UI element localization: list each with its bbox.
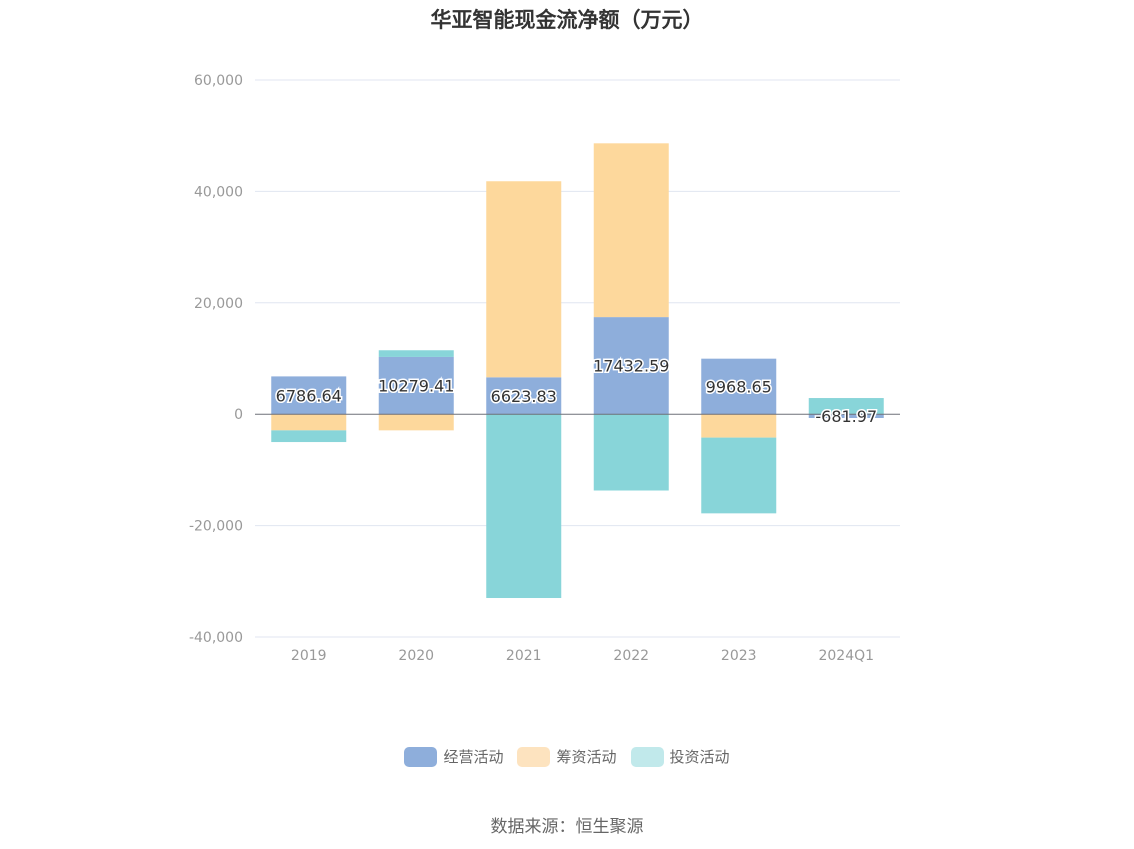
data-labels: 6786.64 10279.41 6623.83 17432.59 9968.65 -68… [274, 355, 878, 428]
legend-item[interactable]: 投资活动 [630, 746, 730, 767]
bar-segment [808, 414, 884, 418]
bar-segment [271, 414, 347, 431]
data-label: 6786.64 [276, 386, 342, 405]
bar-segment [593, 317, 669, 415]
y-tick-label: -20,000 [189, 519, 243, 535]
bar-segment [808, 398, 884, 415]
y-tick-label: -40,000 [189, 630, 243, 646]
bar-segment [378, 414, 454, 431]
y-axis-labels: 60,000 40,000 20,000 0 -20,000 -40,000 [189, 73, 243, 646]
x-tick-label: 2020 [398, 648, 434, 664]
legend-item[interactable]: 经营活动 [404, 746, 503, 767]
x-axis-labels: 2019 2020 2021 2022 2023 2024Q1 [291, 648, 874, 664]
bar-segment [486, 414, 562, 599]
x-tick-label: 2021 [506, 648, 542, 664]
x-tick-label: 2019 [291, 648, 327, 664]
legend-swatch [630, 746, 664, 767]
legend: 经营活动 筹资活动 投资活动 [0, 746, 1134, 767]
bar-segment [271, 376, 347, 415]
data-label: 6623.83 [491, 387, 557, 406]
x-tick-label: 2023 [721, 648, 757, 664]
data-label: -681.97 [815, 407, 877, 426]
chart-title: 华亚智能现金流净额（万元） [430, 8, 704, 32]
data-label: 17432.59 [593, 357, 669, 376]
bar-segment [486, 377, 562, 415]
bar-segment [378, 350, 454, 357]
bar-segment [593, 414, 669, 491]
bar-segment [701, 414, 777, 438]
x-tick-label: 2022 [613, 648, 649, 664]
x-tick-label: 2024Q1 [818, 648, 874, 664]
bar-segment [701, 437, 777, 514]
legend-label: 经营活动 [443, 748, 504, 766]
legend-swatch [517, 746, 551, 767]
legend-item[interactable]: 筹资活动 [517, 746, 617, 767]
legend-swatch [404, 746, 438, 767]
data-label: 10279.41 [378, 377, 454, 396]
bars [271, 143, 884, 599]
bar-segment [271, 430, 347, 443]
bar-segment [378, 356, 454, 415]
bar-segment [593, 143, 669, 318]
bar-segment [701, 358, 777, 415]
legend-label: 筹资活动 [556, 748, 617, 766]
y-tick-label: 60,000 [194, 73, 243, 89]
y-tick-label: 0 [234, 407, 243, 423]
y-tick-label: 20,000 [194, 296, 243, 312]
y-tick-label: 40,000 [194, 184, 243, 200]
data-label: 9968.65 [706, 377, 772, 396]
bar-segment [486, 181, 562, 378]
data-source: 数据来源：恒生聚源 [490, 817, 644, 837]
legend-label: 投资活动 [669, 748, 730, 766]
grid-lines [255, 79, 900, 638]
